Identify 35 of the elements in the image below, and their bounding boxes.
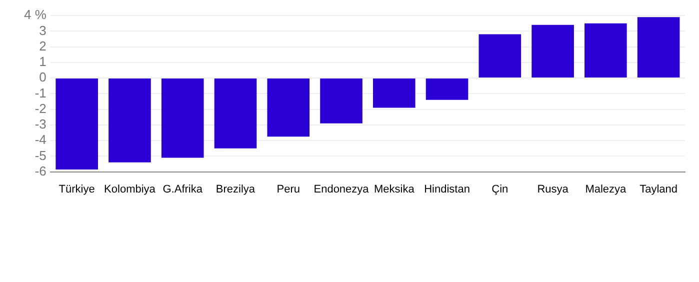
bar [478, 34, 522, 78]
x-tick-label: Çin [492, 183, 508, 196]
bar [267, 78, 310, 137]
bar [214, 78, 257, 148]
bar [637, 17, 680, 78]
x-tick-label: Türkiye [58, 183, 95, 196]
bar [372, 78, 416, 108]
x-tick-label: G.Afrika [162, 183, 204, 196]
x-tick-label: Kolombiya [104, 183, 156, 196]
x-tick-label: Endonezya [314, 183, 370, 196]
y-tick-label: -2 [34, 100, 46, 116]
x-tick-label: Rusya [537, 183, 570, 196]
y-tick-label: -5 [34, 148, 46, 163]
y-tick-label: -1 [34, 85, 46, 100]
x-tick-label: Hindistan [424, 183, 470, 196]
y-tick-label: 3 [39, 22, 46, 38]
x-tick-label: Tayland [640, 183, 678, 196]
x-tick-label: Brezilya [216, 183, 256, 196]
y-tick-label: -6 [34, 163, 46, 178]
bar [532, 24, 574, 78]
x-tick-label: Malezya [585, 183, 628, 196]
bar [161, 78, 204, 158]
y-tick-label: 2 [39, 38, 46, 54]
y-tick-label: 1 [39, 54, 46, 70]
bar [584, 23, 627, 78]
bar [56, 78, 98, 170]
x-tick-label: Meksika [374, 183, 416, 196]
y-tick-label: -3 [34, 116, 46, 132]
bar [320, 78, 362, 124]
y-tick-label: 0 [39, 70, 46, 85]
bar [108, 78, 151, 162]
x-tick-label: Peru [276, 183, 300, 196]
y-tick-label: 4 % [24, 7, 47, 22]
bar [426, 78, 468, 100]
y-tick-label: -4 [34, 132, 46, 148]
